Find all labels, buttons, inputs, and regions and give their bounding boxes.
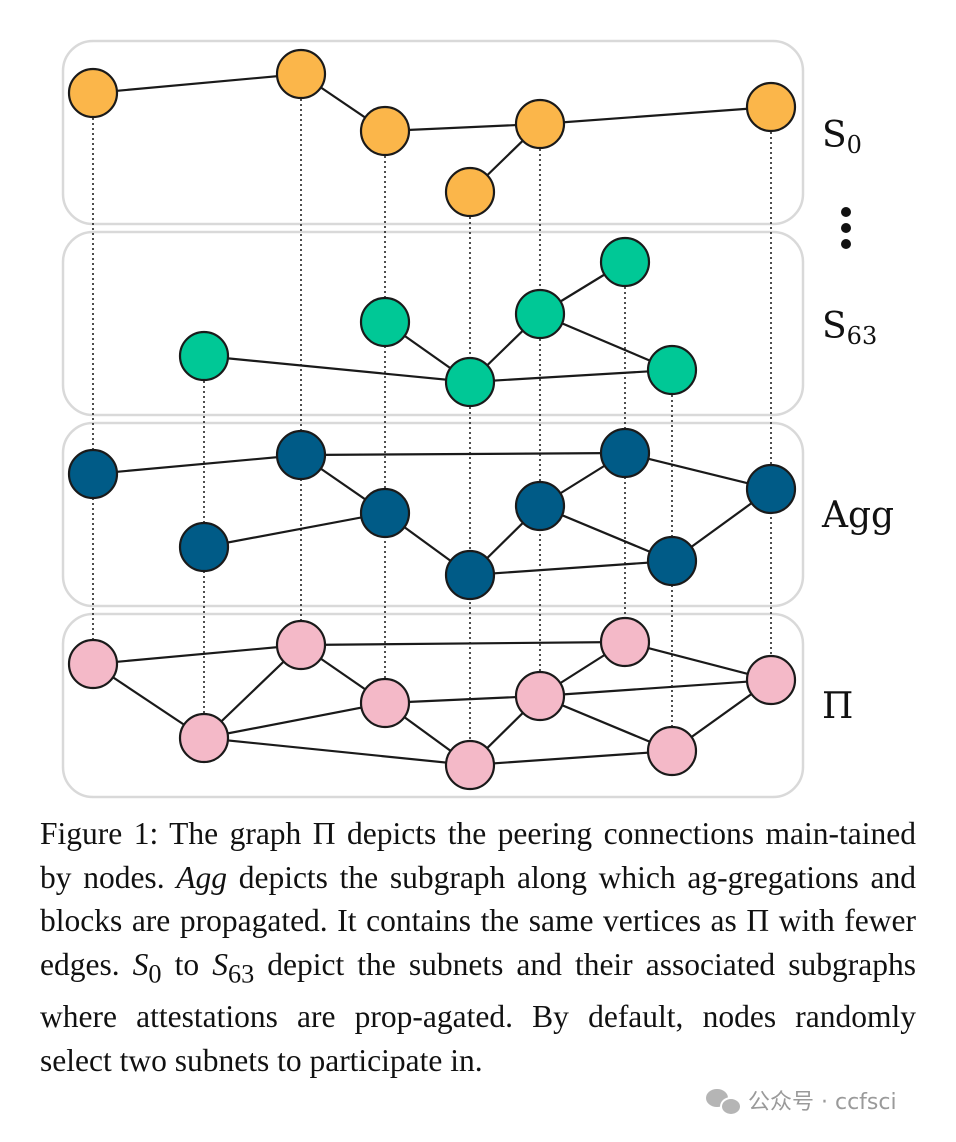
panel-Pi [61,612,805,799]
node-Agg [359,487,411,539]
node-S63 [646,344,698,396]
node-Pi [646,725,698,777]
watermark-text: 公众号 · ccfsci [748,1090,897,1115]
node-S63 [444,356,496,408]
node-Pi [514,670,566,722]
panel-S0 [61,39,805,226]
node-Agg [275,429,327,481]
panel-Agg [61,421,805,608]
node-Agg [67,448,119,500]
node-S63 [359,296,411,348]
node-Agg [178,521,230,573]
watermark: 公众号 · ccfsci [706,1084,897,1116]
node-S0 [359,105,411,157]
layer-label-Agg: Agg [821,495,894,536]
node-Agg [745,463,797,515]
node-Pi [444,739,496,791]
node-Pi [178,712,230,764]
node-S0 [745,81,797,133]
node-Agg [599,427,651,479]
node-S63 [514,288,566,340]
node-S63 [599,236,651,288]
subgraph-S63 [178,236,698,408]
node-S0 [67,67,119,119]
layer-label-Pi: Π [822,686,853,727]
layer-label-S0: S0 [822,115,862,159]
subgraph-Pi [67,616,797,791]
figure-caption: Figure 1: The graph Π depicts the peerin… [40,816,916,1078]
node-Pi [275,619,327,671]
node-S63 [178,330,230,382]
subgraph-Agg [67,427,797,601]
node-Pi [67,638,119,690]
node-Agg [444,549,496,601]
node-Pi [745,654,797,706]
subgraph-S0 [67,48,797,218]
node-S0 [514,98,566,150]
node-Pi [359,677,411,729]
wechat-icon [706,1087,742,1116]
node-Agg [514,480,566,532]
layer-label-S63: S63 [822,306,877,350]
node-Agg [646,535,698,587]
ellipsis-icon [841,207,851,249]
node-Pi [599,616,651,668]
node-S0 [444,166,496,218]
node-S0 [275,48,327,100]
graph-layers-diagram: S0 S63 Agg Π [61,39,894,799]
panel-S63 [61,230,805,417]
